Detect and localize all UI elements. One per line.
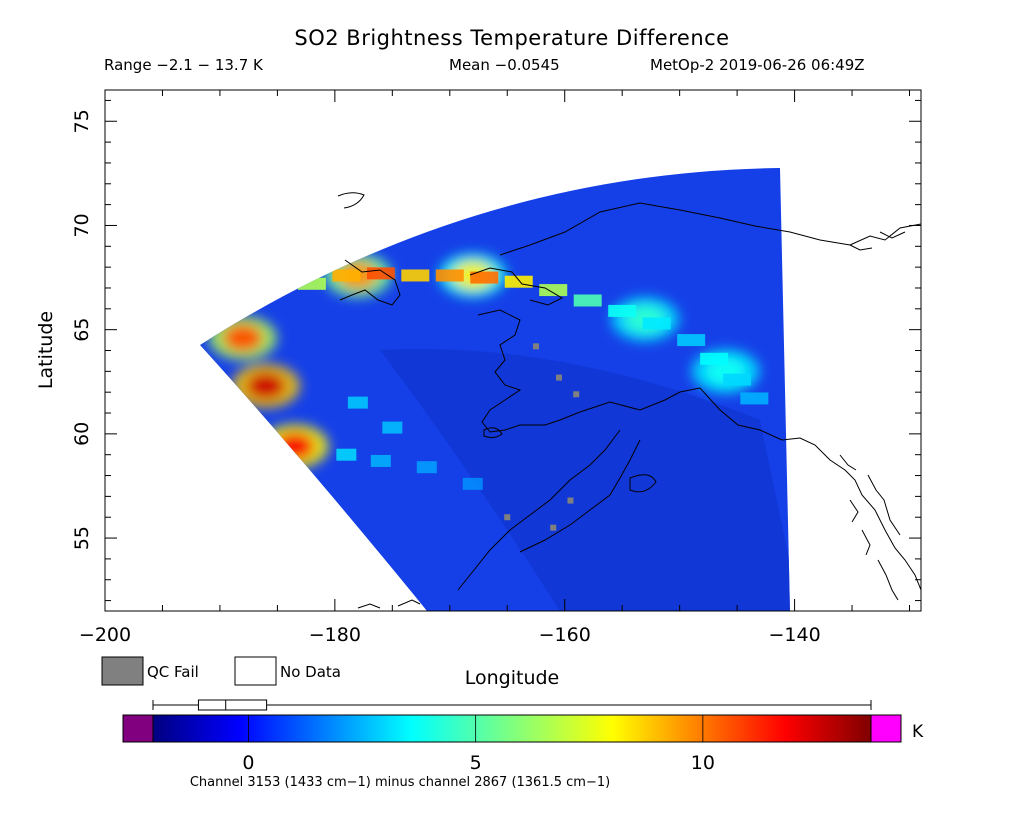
coastlines <box>337 192 921 609</box>
coastline-alaska-south <box>579 387 783 441</box>
qc-fail-layer <box>504 343 580 531</box>
chart-title: SO2 Brightness Temperature Difference <box>294 26 730 50</box>
axes: −200 −180 −160 −140 55 60 65 70 75 <box>71 90 921 646</box>
coastline-alaska-north <box>499 202 851 256</box>
colorbar-tick-label: 0 <box>242 752 254 774</box>
coastline-island-kodiak <box>629 474 657 493</box>
x-tick-label: −140 <box>768 624 820 646</box>
plume-band-cell <box>539 284 568 297</box>
plume-band-cell <box>677 334 706 347</box>
no-data-swatch <box>234 656 277 686</box>
plume-band-cell <box>723 373 752 386</box>
coastline-peninsula-south <box>519 439 641 553</box>
plume-band-cell <box>740 392 769 405</box>
coastline-island <box>337 192 365 209</box>
qc-fail-pixel <box>555 374 562 381</box>
plume-band-cell <box>401 269 430 282</box>
qc-fail-pixel <box>550 524 557 531</box>
y-axis-title: Latitude <box>35 311 57 389</box>
x-tick-label: −180 <box>309 624 361 646</box>
no-data-label: No Data <box>280 663 341 681</box>
colorbar-gradient <box>152 714 872 743</box>
coastline-seward-peninsula <box>469 267 564 306</box>
coastline-aleutians <box>357 599 421 609</box>
range-text: Range −2.1 − 13.7 K <box>104 56 263 74</box>
plume-band-cell <box>336 448 357 461</box>
colorbar-below-range <box>122 714 154 743</box>
y-tick-label: 60 <box>71 422 93 446</box>
y-tick-label: 65 <box>71 318 93 342</box>
plume-band-cell <box>700 352 729 365</box>
qc-fail-pixel <box>573 391 580 398</box>
plume-band-cell <box>504 275 533 288</box>
plume-core <box>245 371 286 400</box>
x-tick-label: −200 <box>79 624 131 646</box>
swath-darker-band <box>380 348 790 611</box>
colorbar: K 0 5 10 <box>122 699 924 774</box>
coastline-siberia <box>339 259 401 306</box>
qc-fail-swatch <box>101 656 144 686</box>
plume-band-cell <box>332 269 361 282</box>
plume-band-cell <box>573 294 602 307</box>
y-tick-label: 70 <box>71 213 93 237</box>
plume-band-cell <box>347 396 368 409</box>
plume-band-cell <box>608 304 637 317</box>
plume-band-cell <box>470 271 499 284</box>
source-text: MetOp-2 2019-06-26 06:49Z <box>650 56 865 74</box>
coastline-mackenzie <box>849 231 906 251</box>
coastline-southeast-alaska <box>781 437 921 591</box>
coastline-peninsula <box>457 429 621 591</box>
plume-core <box>222 323 263 352</box>
mean-text: Mean −0.0545 <box>449 56 560 74</box>
colorbar-above-range <box>870 714 902 743</box>
colorbar-ticks: 0 5 10 <box>242 715 715 774</box>
channel-caption: Channel 3153 (1433 cm−1) minus channel 2… <box>189 775 611 790</box>
plume-band-cell <box>462 477 483 490</box>
plume-band-cell <box>370 454 391 467</box>
boxplot-box <box>197 699 268 711</box>
qc-fail-label: QC Fail <box>147 663 199 681</box>
plume-band-cell <box>435 269 464 282</box>
x-tick-label: −160 <box>539 624 591 646</box>
plume-band-cell <box>416 461 437 474</box>
plume-band-cell <box>382 421 403 434</box>
coastline-southeast-islands <box>839 454 901 601</box>
qc-fail-pixel <box>567 497 574 504</box>
colorbar-boxplot <box>152 699 872 711</box>
y-tick-label: 75 <box>71 109 93 133</box>
colorbar-unit: K <box>912 722 924 742</box>
x-axis-title: Longitude <box>465 667 560 689</box>
plume-band-layer <box>297 267 769 490</box>
plume-band-cell <box>642 317 671 330</box>
colorbar-tick-label: 5 <box>470 752 482 774</box>
coastline-alaska-west <box>477 309 581 433</box>
qc-fail-pixel <box>504 514 511 521</box>
colorbar-tick-label: 10 <box>691 752 715 774</box>
coastline-canada-north <box>849 223 921 246</box>
y-tick-label: 55 <box>71 526 93 550</box>
coastline-island-nunivak <box>483 427 503 439</box>
qc-fail-pixel <box>532 343 539 350</box>
